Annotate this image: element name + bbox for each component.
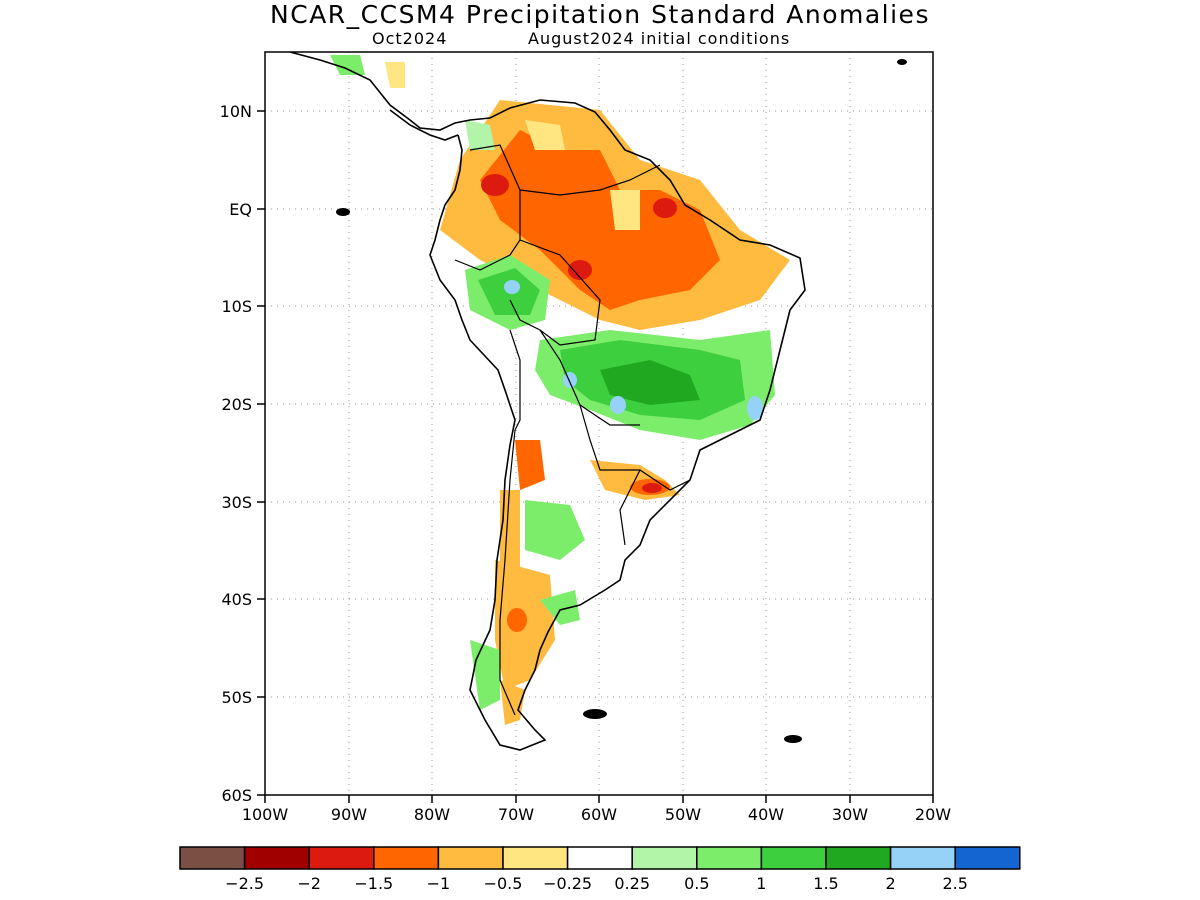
colorbar-swatch	[179, 846, 246, 870]
lon-label: 60W	[581, 805, 617, 824]
lon-label: 50W	[665, 805, 701, 824]
lon-label: 40W	[748, 805, 784, 824]
lon-label: 80W	[414, 805, 450, 824]
lat-label: 50S	[221, 688, 252, 707]
lat-label: 20S	[221, 395, 252, 414]
initial-conditions: August2024 initial conditions	[528, 29, 791, 48]
colorbar-label: 1.5	[813, 874, 838, 893]
lon-label: 100W	[242, 805, 289, 824]
colorbar-label: −2.5	[225, 874, 264, 893]
lon-label: 30W	[832, 805, 868, 824]
lat-label: 30S	[221, 493, 252, 512]
colorbar-swatch	[954, 846, 1021, 870]
colorbar-label: −1	[427, 874, 451, 893]
colorbar: −2.5 −2 −1.5 −1 −0.5 −0.25 0.25 0.5 1 1.5 2 2.5	[179, 846, 1021, 893]
lat-label: 60S	[221, 786, 252, 805]
colorbar-swatch	[308, 846, 375, 870]
colorbar-label: 1	[756, 874, 766, 893]
lat-label: 10S	[221, 297, 252, 316]
colorbar-swatch	[825, 846, 892, 870]
colorbar-label: 0.25	[614, 874, 650, 893]
lat-label: 10N	[220, 102, 252, 121]
colorbar-swatch	[631, 846, 698, 870]
lon-label: 70W	[498, 805, 534, 824]
lat-label: EQ	[229, 200, 252, 219]
colorbar-label: 0.5	[684, 874, 709, 893]
colorbar-label: −1.5	[354, 874, 393, 893]
colorbar-swatch	[566, 846, 633, 870]
lon-label: 20W	[915, 805, 951, 824]
lon-label: 90W	[331, 805, 367, 824]
colorbar-swatch	[502, 846, 569, 870]
colorbar-swatch	[696, 846, 763, 870]
lon-axis: 100W 90W 80W 70W 60W 50W 40W 30W 20W	[242, 795, 951, 824]
colorbar-label: −2	[297, 874, 321, 893]
colorbar-label: 2.5	[942, 874, 967, 893]
country-borders	[454, 144, 691, 716]
lat-axis: 10N EQ 10S 20S 30S 40S 50S 60S	[220, 102, 265, 805]
anomaly-shading	[330, 55, 790, 725]
colorbar-swatch	[889, 846, 956, 870]
coastlines	[289, 52, 806, 751]
colorbar-swatch	[760, 846, 827, 870]
colorbar-swatch	[243, 846, 310, 870]
colorbar-label: 2	[886, 874, 896, 893]
map-title: NCAR_CCSM4 Precipitation Standard Anomal…	[270, 0, 930, 29]
colorbar-label: −0.5	[484, 874, 523, 893]
islands	[336, 59, 907, 743]
colorbar-swatch	[373, 846, 440, 870]
forecast-month: Oct2024	[372, 29, 448, 48]
colorbar-swatch	[437, 846, 504, 870]
lat-label: 40S	[221, 590, 252, 609]
colorbar-label: −0.25	[543, 874, 592, 893]
